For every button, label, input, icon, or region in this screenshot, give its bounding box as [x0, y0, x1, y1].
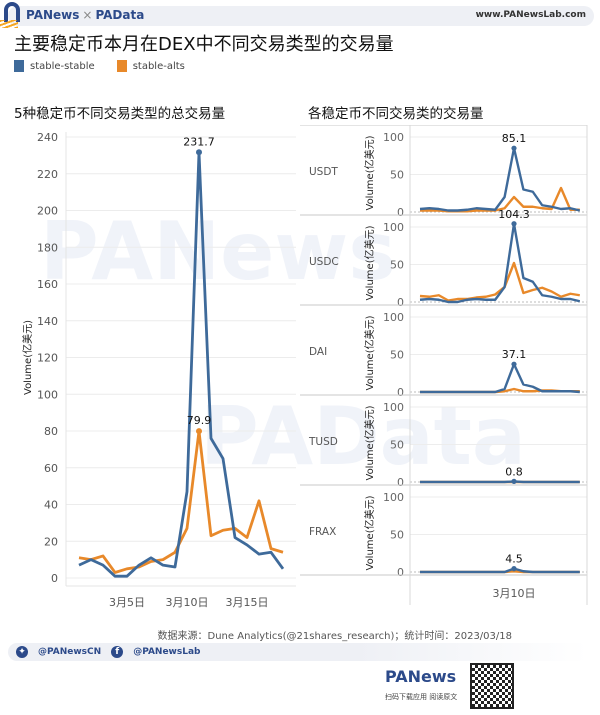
- site-url[interactable]: www.PANewsLab.com: [475, 10, 586, 20]
- y-tick-label: 40: [44, 499, 58, 512]
- legend-item-stable-stable: stable-stable: [14, 60, 95, 72]
- y-tick-label: 50: [390, 169, 404, 182]
- x-tick-label: 3月5日: [109, 596, 145, 609]
- y-tick-label: 100: [383, 401, 404, 414]
- peak-marker: [511, 145, 517, 151]
- page-title: 主要稳定币本月在DEX中不同交易类型的交易量: [14, 34, 394, 55]
- social-bar: ✦ @PANewsCN f @PANewsLab: [8, 643, 588, 661]
- peak-marker: [511, 361, 517, 367]
- y-tick-label: 50: [390, 529, 404, 542]
- left-chart-title: 5种稳定币不同交易类型的总交易量: [14, 106, 226, 122]
- y-axis-label: Volume(亿美元): [21, 320, 34, 395]
- y-tick-label: 0: [397, 566, 404, 579]
- legend: stable-stable stable-alts: [14, 60, 185, 72]
- y-axis-label: Volume(亿美元): [363, 405, 376, 480]
- series-line-stable-stable: [420, 480, 580, 484]
- twitter-handle[interactable]: @PANewsCN: [38, 647, 102, 657]
- y-tick-label: 100: [383, 311, 404, 324]
- peak-marker: [511, 566, 517, 572]
- peak-marker: [196, 149, 202, 156]
- y-tick-label: 50: [390, 259, 404, 272]
- panel-label-usdt: USDT: [309, 166, 338, 178]
- y-tick-label: 140: [37, 315, 58, 328]
- y-tick-label: 0: [397, 206, 404, 219]
- y-tick-label: 100: [383, 131, 404, 144]
- peak-label: 104.3: [498, 208, 530, 221]
- x-tick-label: 3月10日: [166, 596, 209, 609]
- y-axis-label: Volume(亿美元): [363, 225, 376, 300]
- per-stablecoin-small-multiples: 0 50 100 USDT Volume(亿美元) 85.1 0 50 100 USDC Volum…: [300, 125, 588, 605]
- y-axis-label: Volume(亿美元): [363, 495, 376, 570]
- peak-marker: [196, 428, 202, 435]
- peak-label: 231.7: [183, 135, 215, 148]
- panel-label-frax: FRAX: [309, 526, 336, 538]
- panel-label-usdc: USDC: [309, 256, 339, 268]
- y-tick-label: 50: [390, 439, 404, 452]
- panews-logo-icon: [4, 2, 20, 22]
- total-volume-line-chart: 0 20 40 60 80 100 120 140 160 180 200 220 240 Volume(…: [21, 131, 296, 609]
- panel-label-tusd: TUSD: [308, 436, 338, 448]
- y-tick-label: 0: [397, 386, 404, 399]
- peak-label: 4.5: [505, 553, 523, 566]
- brand-panews: PANews: [26, 8, 80, 22]
- y-axis-label: Volume(亿美元): [363, 135, 376, 210]
- legend-swatch-orange: [116, 60, 127, 72]
- y-tick-label: 50: [390, 349, 404, 362]
- y-tick-label: 60: [44, 462, 58, 475]
- peak-marker: [511, 221, 517, 227]
- series-line-stable-stable: [420, 362, 580, 394]
- y-tick-label: 0: [51, 572, 58, 585]
- y-tick-label: 180: [37, 241, 58, 254]
- header-bar: [8, 6, 594, 26]
- y-tick-label: 200: [37, 205, 58, 218]
- footer-logo: PANews: [385, 667, 457, 686]
- footer-tagline: 扫码下载应用 阅读原文: [385, 693, 458, 701]
- legend-label: stable-stable: [30, 60, 95, 72]
- peak-label: 85.1: [502, 132, 527, 145]
- qr-code[interactable]: [470, 663, 514, 709]
- series-line-stable-alts: [419, 261, 580, 302]
- series-line-stable-stable: [419, 146, 581, 212]
- peak-label: 0.8: [505, 465, 523, 478]
- right-chart-title: 各稳定币不同交易类的交易量: [308, 106, 484, 122]
- y-tick-label: 100: [383, 221, 404, 234]
- legend-swatch-blue: [14, 60, 24, 72]
- y-tick-label: 220: [37, 168, 58, 181]
- y-tick-label: 100: [37, 388, 58, 401]
- peak-label: 37.1: [502, 348, 527, 361]
- legend-item-stable-alts: stable-alts: [116, 60, 185, 72]
- panel-label-dai: DAI: [309, 346, 327, 358]
- series-line-stable-stable: [419, 222, 581, 304]
- x-tick-label: 3月15日: [226, 596, 269, 609]
- series-line-stable-alts: [78, 429, 284, 574]
- twitter-icon[interactable]: ✦: [16, 646, 28, 658]
- y-tick-label: 80: [44, 425, 58, 438]
- y-tick-label: 100: [383, 491, 404, 504]
- brand: PANews × PAData: [26, 8, 144, 22]
- logo-stripes-icon: [0, 20, 18, 28]
- brand-separator: ×: [82, 8, 93, 22]
- peak-marker: [511, 478, 517, 484]
- series-line-stable-stable: [78, 150, 285, 578]
- facebook-icon[interactable]: f: [111, 646, 124, 658]
- data-source: 数据来源：Dune Analytics(@21shares_research)；…: [157, 631, 512, 642]
- series-line-stable-stable: [420, 567, 580, 574]
- x-tick-label: 3月10日: [493, 587, 536, 600]
- y-tick-label: 20: [44, 535, 58, 548]
- brand-padata: PAData: [95, 8, 145, 22]
- legend-label: stable-alts: [132, 60, 185, 72]
- facebook-handle[interactable]: @PANewsLab: [133, 647, 201, 657]
- y-tick-label: 240: [37, 131, 58, 144]
- y-tick-label: 160: [37, 278, 58, 291]
- y-axis-label: Volume(亿美元): [363, 315, 376, 390]
- y-tick-label: 120: [37, 352, 58, 365]
- peak-label: 79.9: [187, 414, 212, 427]
- y-tick-label: 0: [397, 296, 404, 309]
- y-tick-label: 0: [397, 476, 404, 489]
